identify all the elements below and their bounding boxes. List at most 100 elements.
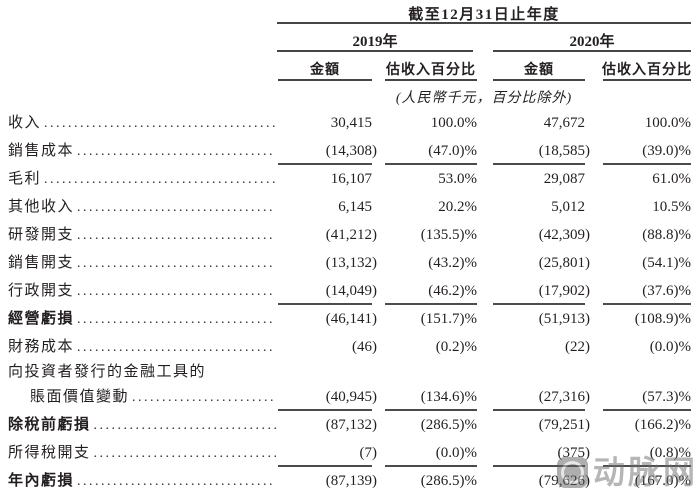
value-cell: (79,626) (493, 473, 590, 491)
row-label: 收入 (8, 115, 42, 131)
value-cell: (167.0)% (603, 473, 691, 491)
row-label-cell: 年內虧損 (8, 469, 278, 490)
row-label-cell: 行政開支 (8, 279, 278, 300)
year-rule-2019 (277, 50, 473, 52)
value-cell: (46.2)% (385, 283, 477, 305)
value-cell: (18,585) (493, 143, 590, 165)
value-cell: 10.5% (652, 199, 691, 215)
row-label: 所得稅開支 (8, 445, 91, 461)
value-cell: 20.2% (438, 199, 477, 215)
row-label-cell: 銷售成本 (8, 139, 278, 160)
column-rule (603, 79, 691, 81)
row-label: 向投資者發行的金融工具的 (8, 364, 207, 380)
row-label-cell: 銷售開支 (8, 251, 278, 272)
dot-leader (77, 473, 276, 490)
row-label: 銷售成本 (8, 143, 75, 159)
table-row: 賬面價值變動 (40,945) (134.6)% (27,316) (57.3)% (8, 380, 691, 411)
value-cell: 29,087 (543, 171, 585, 187)
row-label: 其他收入 (8, 199, 75, 215)
value-cell: (88.8)% (642, 227, 691, 243)
value-cell: (57.3)% (603, 389, 691, 411)
row-label-cell: 其他收入 (8, 195, 278, 216)
value-cell: 100.0% (644, 115, 691, 131)
column-rule (278, 79, 372, 81)
table-body: 收入 30,415 100.0% 47,672 100.0% 銷售成本 (14,308) (4… (8, 106, 691, 491)
value-cell: 5,012 (551, 199, 585, 215)
table-row: 研發開支 (41,212) (135.5)% (42,309) (88.8)% (8, 218, 691, 246)
value-cell: (0.2)% (435, 339, 477, 355)
table-row: 所得稅開支 (7) (0.0)% (375) (0.8)% (8, 436, 691, 467)
value-cell: (13,132) (325, 255, 377, 271)
dot-leader (77, 143, 276, 160)
value-cell: (166.2)% (634, 417, 691, 433)
row-label: 研發開支 (8, 227, 75, 243)
row-label: 銷售開支 (8, 255, 75, 271)
row-label-cell: 經營虧損 (8, 307, 278, 328)
row-label: 毛利 (8, 171, 42, 187)
row-label: 年內虧損 (8, 473, 75, 489)
value-cell: (108.9)% (634, 311, 691, 327)
dot-leader (77, 311, 276, 328)
column-header-amount-2019: 金額 (310, 63, 340, 78)
value-cell: (47.0)% (385, 143, 477, 165)
dot-leader (132, 389, 276, 406)
value-cell: (46) (352, 339, 377, 355)
value-cell: (41,212) (325, 227, 377, 243)
year-header-2019: 2019年 (352, 34, 398, 50)
row-label-cell: 賬面價值變動 (8, 385, 278, 406)
dot-leader (44, 171, 276, 188)
value-cell: 53.0% (438, 171, 477, 187)
value-cell: 30,415 (330, 115, 372, 131)
dot-leader (77, 255, 276, 272)
value-cell: (27,316) (493, 389, 590, 411)
value-cell: (37.6)% (603, 283, 691, 305)
value-cell: 61.0% (652, 171, 691, 187)
dot-leader (77, 227, 276, 244)
table-row: 毛利 16,107 53.0% 29,087 61.0% (8, 162, 691, 190)
row-label-cell: 收入 (8, 111, 278, 132)
table-row: 財務成本 (46) (0.2)% (22) (0.0)% (8, 330, 691, 358)
unit-note: (人民幣千元，百分比除外) (395, 91, 573, 106)
value-cell: (22) (565, 339, 590, 355)
value-cell: (87,132) (325, 417, 377, 433)
value-cell: (87,139) (278, 473, 377, 491)
year-header-2020: 2020年 (569, 34, 615, 50)
table-row: 年內虧損 (87,139) (286.5)% (79,626) (167.0)% (8, 464, 691, 491)
year-rule-2020 (493, 50, 691, 52)
value-cell: (14,049) (278, 283, 377, 305)
value-cell: (39.0)% (603, 143, 691, 165)
value-cell: (7) (278, 445, 377, 467)
row-label-cell: 向投資者發行的金融工具的 (8, 360, 691, 381)
column-rule (385, 79, 477, 81)
dot-leader (94, 445, 276, 462)
table-row: 銷售開支 (13,132) (43.2)% (25,801) (54.1)% (8, 246, 691, 274)
value-cell: (0.8)% (603, 445, 691, 467)
value-cell: (151.7)% (420, 311, 477, 327)
value-cell: (79,251) (538, 417, 590, 433)
value-cell: (375) (493, 445, 590, 467)
row-label-cell: 研發開支 (8, 223, 278, 244)
value-cell: 16,107 (330, 171, 372, 187)
value-cell: (42,309) (538, 227, 590, 243)
dot-leader (77, 199, 276, 216)
value-cell: (46,141) (325, 311, 377, 327)
table-row: 其他收入 6,145 20.2% 5,012 10.5% (8, 190, 691, 218)
table-row: 收入 30,415 100.0% 47,672 100.0% (8, 106, 691, 134)
value-cell: (25,801) (538, 255, 590, 271)
value-cell: (14,308) (278, 143, 377, 165)
row-label-cell: 所得稅開支 (8, 441, 278, 462)
row-label: 除稅前虧損 (8, 417, 91, 433)
column-header-percent-2020: 估收入百分比 (602, 63, 692, 78)
row-label: 經營虧損 (8, 311, 75, 327)
row-label: 賬面價值變動 (30, 389, 130, 405)
dot-leader (77, 283, 276, 300)
row-label-cell: 毛利 (8, 167, 278, 188)
row-label-cell: 除稅前虧損 (8, 413, 278, 434)
table-row: 銷售成本 (14,308) (47.0)% (18,585) (39.0)% (8, 134, 691, 165)
value-cell: (286.5)% (385, 473, 477, 491)
value-cell: (17,902) (493, 283, 590, 305)
table-row: 經營虧損 (46,141) (151.7)% (51,913) (108.9)% (8, 302, 691, 330)
value-cell: (40,945) (278, 389, 377, 411)
dot-leader (94, 417, 276, 434)
